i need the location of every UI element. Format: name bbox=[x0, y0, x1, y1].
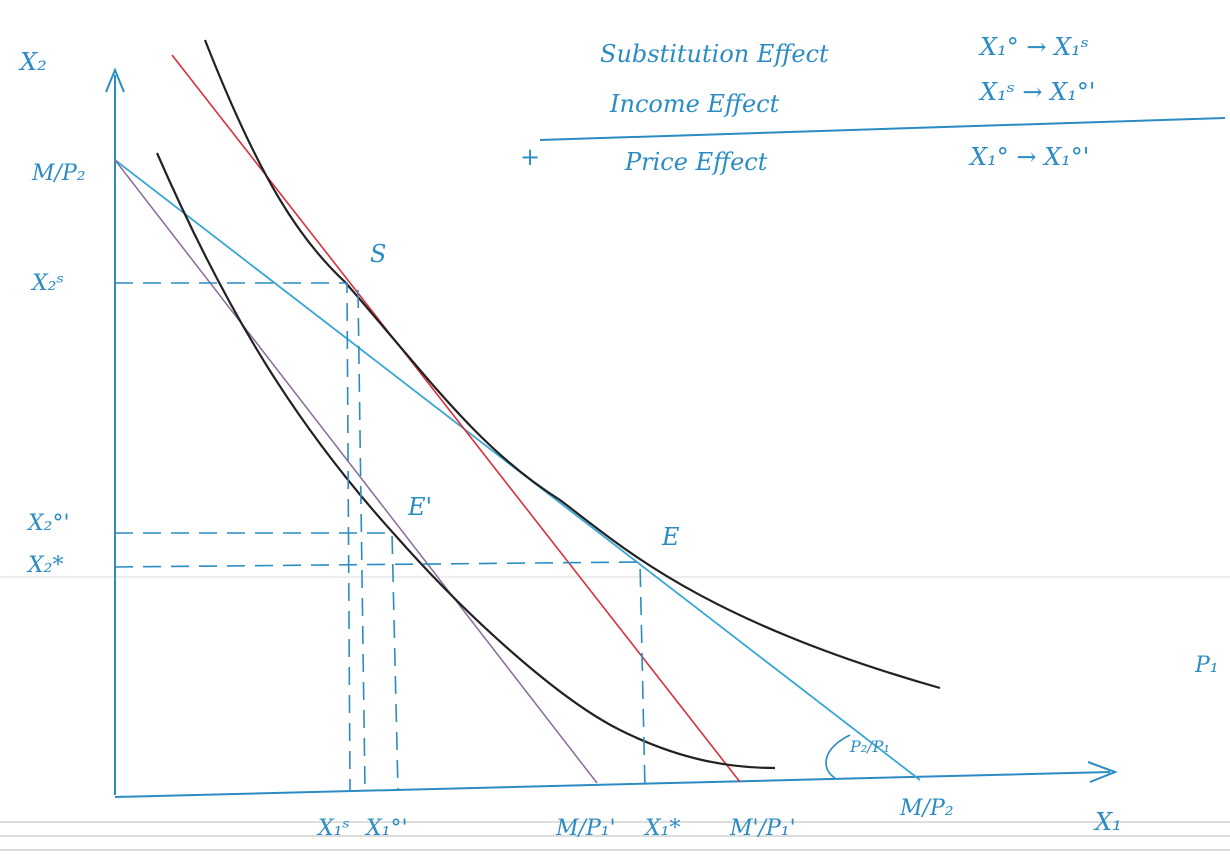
y-label: X₂* bbox=[26, 553, 63, 578]
legend-change: X₁ˢ → X₁°' bbox=[978, 78, 1095, 106]
sum-rule bbox=[540, 118, 1225, 140]
y-label: X₂ˢ bbox=[30, 271, 64, 296]
margin-note: P₁ bbox=[1194, 653, 1219, 678]
x-label: X₁* bbox=[643, 816, 680, 841]
x-label: M/P₂ bbox=[899, 796, 954, 821]
diagram: X₂ X₁ M/P₂ X₂ˢ X₂°' X₂* X₁ˢ X₁°' M/P₁' X… bbox=[0, 0, 1230, 865]
legend-change: X₁° → X₁°' bbox=[968, 143, 1089, 171]
legend-label: Income Effect bbox=[609, 90, 780, 118]
guide-line bbox=[358, 290, 365, 790]
indifference-curve bbox=[205, 40, 940, 688]
guide-line bbox=[115, 533, 398, 790]
x-label: X₁°' bbox=[364, 816, 408, 841]
point-label: E bbox=[661, 523, 680, 551]
x-label: X₁ˢ bbox=[316, 816, 350, 841]
legend-label: Substitution Effect bbox=[600, 40, 829, 68]
x-label: M'/P₁' bbox=[729, 816, 796, 841]
guide-line bbox=[115, 562, 645, 790]
legend-label: Price Effect bbox=[624, 148, 768, 176]
legend-change: X₁° → X₁ˢ bbox=[978, 33, 1089, 61]
y-label: X₂°' bbox=[26, 511, 70, 536]
indifference-curve bbox=[157, 153, 775, 768]
x-axis-label: X₁ bbox=[1093, 808, 1122, 836]
new-budget-line bbox=[115, 160, 597, 783]
y-label: M/P₂ bbox=[31, 161, 86, 186]
y-axis-label: X₂ bbox=[18, 48, 47, 76]
point-label: S bbox=[370, 240, 386, 268]
legend-operator: + bbox=[520, 143, 540, 171]
y-axis bbox=[106, 70, 124, 795]
slope-label: P₂/P₁ bbox=[849, 737, 890, 756]
x-axis bbox=[115, 762, 1115, 797]
guide-line bbox=[115, 283, 350, 790]
angle-arc bbox=[826, 735, 850, 778]
point-label: E' bbox=[407, 493, 432, 521]
x-label: M/P₁' bbox=[555, 816, 616, 841]
